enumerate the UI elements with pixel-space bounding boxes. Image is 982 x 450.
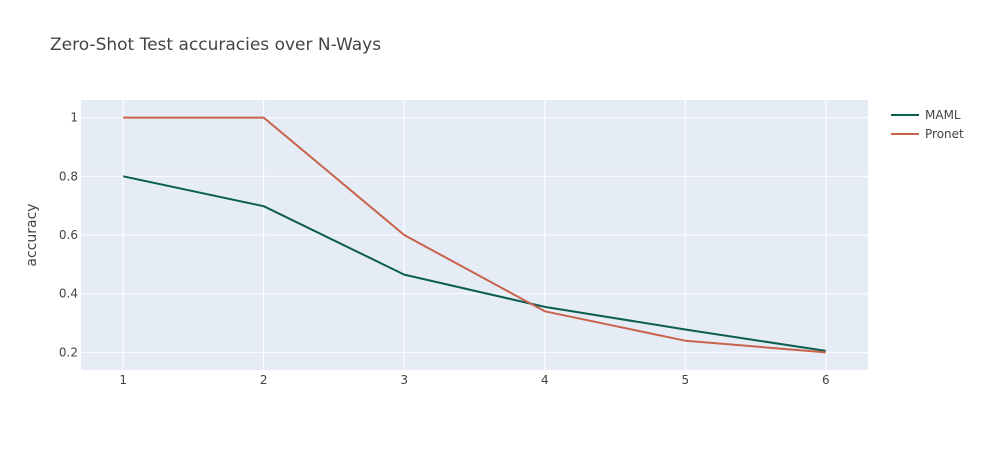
x-axis: 1 2 3 4 5 6 <box>119 373 829 387</box>
x-tick-label: 1 <box>119 373 127 387</box>
series-line-pronet <box>123 116 826 354</box>
y-tick-label: 0.6 <box>59 228 78 242</box>
legend-label-pronet[interactable]: Pronet <box>925 127 964 141</box>
series-layer <box>122 116 826 354</box>
y-tick-label: 0.4 <box>59 287 78 301</box>
x-tick-label: 2 <box>260 373 268 387</box>
x-tick-label: 6 <box>822 373 830 387</box>
legend[interactable]: MAML Pronet <box>891 108 964 141</box>
y-axis-label: accuracy <box>24 203 40 266</box>
y-tick-label: 1 <box>70 111 78 125</box>
series-line-maml <box>122 175 826 352</box>
legend-label-maml[interactable]: MAML <box>925 108 961 122</box>
chart-title: Zero-Shot Test accuracies over N-Ways <box>50 35 381 55</box>
y-axis: 0.2 0.4 0.6 0.8 1 <box>59 111 78 360</box>
x-tick-label: 3 <box>400 373 408 387</box>
y-tick-label: 0.8 <box>59 169 78 183</box>
x-tick-label: 5 <box>681 373 689 387</box>
x-tick-label: 4 <box>541 373 549 387</box>
y-tick-label: 0.2 <box>59 345 78 359</box>
